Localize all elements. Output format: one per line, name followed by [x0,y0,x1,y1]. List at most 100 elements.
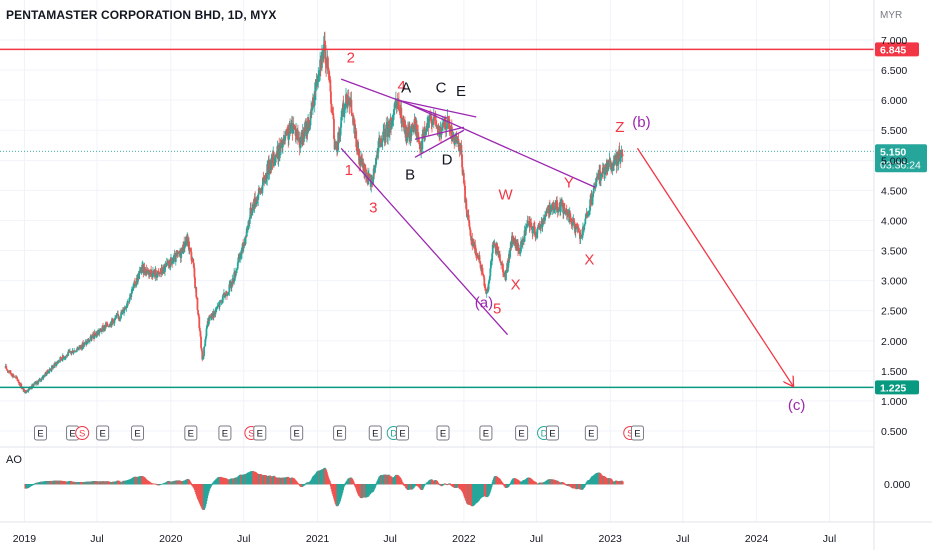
earnings-marker [396,425,410,441]
candle-body [274,158,276,164]
candle-body [152,271,154,278]
candle-body [260,190,263,193]
candle-body [171,261,174,264]
candle-body [5,368,8,370]
candle-body [196,297,199,311]
candle-body [284,136,287,141]
y-tick-label: 1.500 [881,366,907,378]
candle-body [207,317,210,325]
candle-body [227,291,230,294]
candle-body [192,263,195,268]
candle-body [444,117,447,129]
candle-body [16,377,18,379]
candle-body [78,347,80,350]
candle-body [245,228,248,237]
candle-body [31,384,33,389]
candle-body [541,223,544,227]
candle-body [114,317,117,319]
candle-body [591,197,594,205]
candle-body [345,94,348,104]
candle-body [216,306,219,307]
ao-bar [437,483,440,485]
candle-body [102,325,104,327]
candle-body [312,97,315,105]
candle-body [292,124,295,130]
candle-body [117,316,120,319]
candle-body [26,391,29,392]
candle-body [298,137,301,148]
y-tick-label: 3.500 [881,246,907,258]
ao-bar [374,484,377,487]
candle-body [316,82,319,86]
candle-body [315,79,318,86]
candle-body [308,123,311,131]
candle-body [135,283,138,286]
candle-body [604,171,607,174]
candle-body [375,155,378,158]
candle-body [20,383,23,388]
candle-body [58,360,61,362]
trendlines-layer [340,78,793,386]
event-marker-label: E [372,429,378,440]
candle-body [461,154,463,168]
candle-body [303,127,306,139]
y-tick-label: 2.500 [881,306,907,318]
candle-body [336,142,338,152]
candle-body [381,142,383,147]
candle-body [391,120,394,121]
candle-body [257,194,260,200]
y-tick-label: 5.000 [881,155,907,167]
candle-body [16,378,19,381]
candle-body [511,235,514,242]
candle-body [377,140,380,153]
candle-body [265,174,267,181]
candle-body [530,223,533,227]
ao-label: AO [6,454,22,466]
candle-body [103,327,106,331]
candle-body [529,221,532,224]
candle-body [81,348,83,350]
candle-body [236,262,239,269]
candle-body [278,145,281,158]
candle-body [518,247,521,251]
candle-body [546,211,549,213]
candle-body [330,103,333,108]
candle-body [374,164,377,168]
candle-body [502,272,505,275]
candle-body [245,236,248,238]
x-tick-label: Jul [383,533,396,545]
candle-body [341,111,344,115]
trendline [414,126,465,140]
candle-body [162,266,165,268]
candle-body [64,357,67,359]
ao-bar [303,484,306,486]
candle-body [183,246,186,249]
candle-body [226,294,229,296]
candle-body [46,370,49,373]
candle-body [588,213,590,215]
candle-body [393,102,396,111]
grid-layer [0,0,874,522]
candle-body [9,370,12,373]
candle-body [292,129,294,134]
candle-body [610,168,613,171]
candle-body [80,345,83,349]
x-tick-label: Jul [823,533,836,545]
candle-body [77,349,80,351]
candle-body [91,335,94,338]
candle-body [121,311,124,314]
event-marker-label: D [390,429,397,440]
earnings-marker [545,425,559,441]
candle-body [425,125,428,132]
candle-body [450,126,453,142]
candle-body [410,124,413,136]
candle-body [476,255,479,259]
candle-body [269,169,272,171]
candle-body [542,218,545,224]
wave-label: X [511,277,521,294]
candle-body [165,264,168,266]
candle-body [552,202,555,211]
candle-body [134,281,136,287]
